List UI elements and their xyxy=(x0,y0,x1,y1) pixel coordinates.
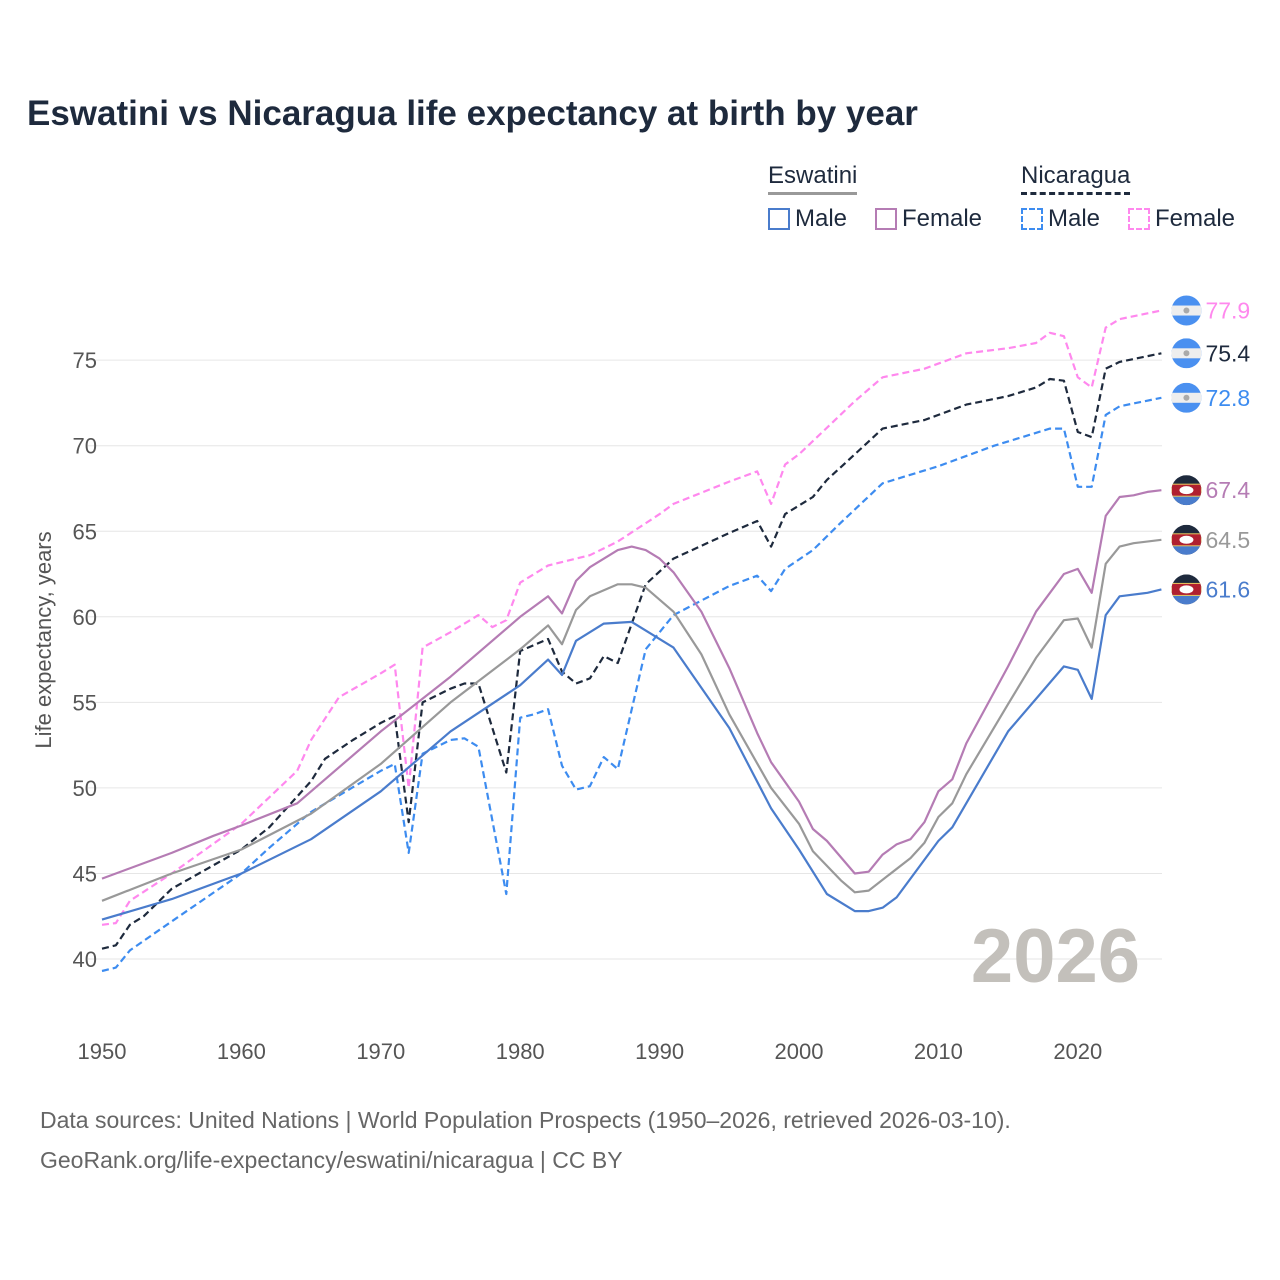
end-value-label: 75.4 xyxy=(1205,340,1250,366)
flag-shield xyxy=(1179,585,1194,594)
x-tick-label: 2000 xyxy=(775,1039,824,1064)
series-line-eswatini-male xyxy=(101,588,1162,921)
end-value-label: 72.8 xyxy=(1205,385,1250,411)
legend-group-eswatini: Eswatini xyxy=(768,162,858,195)
y-tick-label: 45 xyxy=(73,861,97,886)
flag-body xyxy=(1171,382,1202,413)
eswatini-flag-icon xyxy=(1171,524,1202,555)
end-value-label: 67.4 xyxy=(1205,477,1250,503)
x-tick-label: 1960 xyxy=(217,1039,266,1064)
x-tick-label: 1970 xyxy=(356,1039,405,1064)
legend-label: Male xyxy=(795,205,848,232)
flag-body xyxy=(1171,574,1202,605)
nicaragua-flag-icon xyxy=(1171,338,1202,369)
flag-body xyxy=(1171,475,1202,506)
y-axis-label: Life expectancy, years xyxy=(31,531,56,748)
legend-swatch xyxy=(768,208,790,230)
y-tick-label: 55 xyxy=(73,690,97,715)
flag-stripe xyxy=(1171,543,1202,555)
flag-body xyxy=(1171,524,1202,555)
legend-nicaragua-female[interactable]: Female xyxy=(1128,205,1235,233)
flag-emblem xyxy=(1183,350,1190,357)
legend-swatch xyxy=(875,208,897,230)
flag-stripe xyxy=(1171,494,1202,506)
series-line-nicaragua-male xyxy=(101,396,1162,973)
end-value-label: 77.9 xyxy=(1205,298,1250,324)
legend-swatch xyxy=(1021,208,1043,230)
legend-eswatini-female[interactable]: Female xyxy=(875,205,982,233)
end-value-label: 64.5 xyxy=(1205,527,1250,553)
flag-shield xyxy=(1179,535,1194,544)
chart-title: Eswatini vs Nicaragua life expectancy at… xyxy=(27,94,918,133)
legend-group-nicaragua: Nicaragua xyxy=(1021,162,1131,195)
x-tick-label: 2020 xyxy=(1053,1039,1102,1064)
flag-shield xyxy=(1179,486,1194,495)
x-tick-label: 1990 xyxy=(635,1039,684,1064)
y-tick-label: 75 xyxy=(73,348,97,373)
legend-label: Female xyxy=(902,205,983,232)
flag-body xyxy=(1171,295,1202,326)
source-line: Data sources: United Nations | World Pop… xyxy=(40,1107,1011,1133)
x-tick-label: 1980 xyxy=(496,1039,545,1064)
y-tick-label: 40 xyxy=(73,947,97,972)
series-line-eswatini-female xyxy=(101,489,1162,880)
flag-stripe xyxy=(1171,593,1202,605)
flag-emblem xyxy=(1183,394,1190,401)
nicaragua-flag-icon xyxy=(1171,295,1202,326)
series-line-nicaragua-female xyxy=(101,309,1162,926)
source-url[interactable]: GeoRank.org/life-expectancy/eswatini/nic… xyxy=(40,1147,623,1173)
legend-label: Male xyxy=(1048,205,1101,232)
year-watermark: 2026 xyxy=(971,914,1140,999)
y-tick-label: 50 xyxy=(73,776,97,801)
legend-eswatini-male[interactable]: Male xyxy=(768,205,847,233)
y-tick-label: 70 xyxy=(73,434,97,459)
legend-nicaragua-male[interactable]: Male xyxy=(1021,205,1100,233)
legend-label: Female xyxy=(1155,205,1236,232)
x-tick-label: 1950 xyxy=(78,1039,127,1064)
flag-emblem xyxy=(1183,307,1190,314)
flag-body xyxy=(1171,338,1202,369)
eswatini-flag-icon xyxy=(1171,574,1202,605)
nicaragua-flag-icon xyxy=(1171,382,1202,413)
series-line-eswatini xyxy=(101,538,1162,902)
legend-swatch xyxy=(1128,208,1150,230)
eswatini-flag-icon xyxy=(1171,475,1202,506)
end-value-label: 61.6 xyxy=(1205,576,1250,602)
x-tick-label: 2010 xyxy=(914,1039,963,1064)
y-tick-label: 65 xyxy=(73,519,97,544)
series-line-nicaragua xyxy=(101,352,1162,950)
y-tick-label: 60 xyxy=(73,605,97,630)
